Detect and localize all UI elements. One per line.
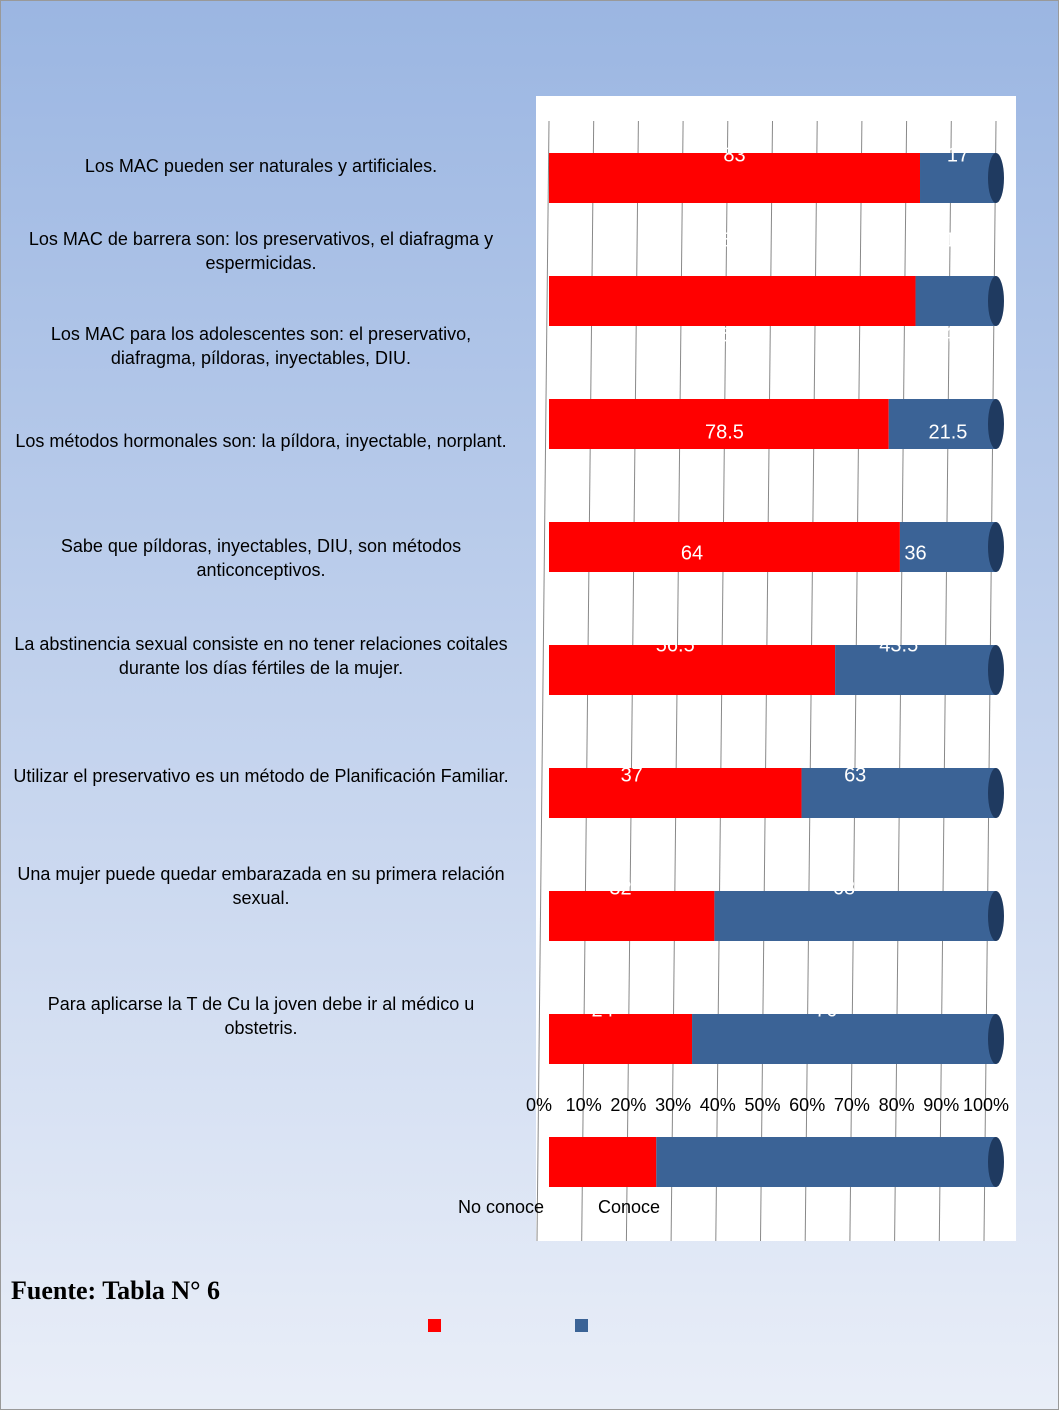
bar-segment (549, 1137, 657, 1187)
bar-cap (988, 1014, 1004, 1064)
bar-segment (714, 891, 996, 941)
category-label: Una mujer puede quedar embarazada en su … (17, 864, 505, 908)
value-label: 36 (904, 542, 926, 564)
category-label: Sabe que píldoras, inyectables, DIU, son… (60, 536, 462, 580)
bar-cap (988, 768, 1004, 818)
bar-cap (988, 522, 1004, 572)
value-label: 24 (592, 999, 614, 1021)
value-label: 78.5 (705, 421, 744, 443)
bar-segment (549, 645, 836, 695)
bar-segment (888, 399, 996, 449)
bar-segment (692, 1014, 996, 1064)
legend-label: Conoce (598, 1197, 660, 1217)
x-tick-label: 50% (744, 1095, 780, 1115)
bar-cap (988, 399, 1004, 449)
bar-cap (988, 276, 1004, 326)
bar-segment (915, 276, 996, 326)
bar-segment (835, 645, 996, 695)
value-label: 32 (609, 877, 631, 899)
legend-swatch (575, 1319, 588, 1332)
bar-segment (549, 522, 900, 572)
value-label: 37 (621, 764, 643, 786)
category-label: Los MAC de barrera son: los preservativo… (28, 229, 494, 273)
legend-swatch (428, 1319, 441, 1332)
x-tick-label: 70% (834, 1095, 870, 1115)
x-tick-label: 40% (700, 1095, 736, 1115)
x-tick-label: 0% (526, 1095, 552, 1115)
category-label: Los métodos hormonales son: la píldora, … (15, 431, 507, 451)
value-label: 18 (945, 229, 967, 251)
value-label: 76 (708, 324, 730, 346)
category-label: Utilizar el preservativo es un método de… (13, 766, 509, 786)
footer: Fuente: Tabla N° 6 (11, 1276, 221, 1305)
x-tick-label: 80% (879, 1095, 915, 1115)
value-label: 63 (844, 764, 866, 786)
bar-segment (549, 1014, 693, 1064)
value-label: 83 (723, 144, 745, 166)
x-tick-label: 100% (963, 1095, 1009, 1115)
x-tick-label: 20% (610, 1095, 646, 1115)
value-label: 64 (681, 542, 703, 564)
x-tick-label: 10% (566, 1095, 602, 1115)
value-label: 68 (833, 877, 855, 899)
category-label: La abstinencia sexual consiste en no ten… (14, 634, 508, 678)
bar-segment (899, 522, 996, 572)
bar-cap (988, 645, 1004, 695)
bar-segment (549, 153, 921, 203)
bar-segment (549, 891, 715, 941)
bar-segment (920, 153, 996, 203)
legend-label: No conoce (458, 1197, 544, 1217)
bar-segment (801, 768, 996, 818)
bar-segment (549, 768, 802, 818)
value-label: 82 (721, 229, 743, 251)
grid-line (536, 120, 550, 1242)
value-label: 24 (931, 324, 953, 346)
x-tick-label: 90% (923, 1095, 959, 1115)
category-label: Los MAC para los adolescentes son: el pr… (50, 324, 472, 368)
x-tick-label: 30% (655, 1095, 691, 1115)
bar-segment (656, 1137, 996, 1187)
value-label: 76 (815, 999, 837, 1021)
bar-cap (988, 891, 1004, 941)
x-tick-label: 60% (789, 1095, 825, 1115)
bar-cap (988, 153, 1004, 203)
value-label: 56.5 (656, 634, 695, 656)
category-label: Los MAC pueden ser naturales y artificia… (84, 156, 438, 176)
bar-segment (549, 276, 916, 326)
value-label: 17 (947, 144, 969, 166)
bar-segment (549, 399, 889, 449)
value-label: 21.5 (928, 421, 967, 443)
value-label: 43.5 (879, 634, 918, 656)
bar-cap (988, 1137, 1004, 1187)
category-label: Para aplicarse la T de Cu la joven debe … (47, 994, 475, 1038)
